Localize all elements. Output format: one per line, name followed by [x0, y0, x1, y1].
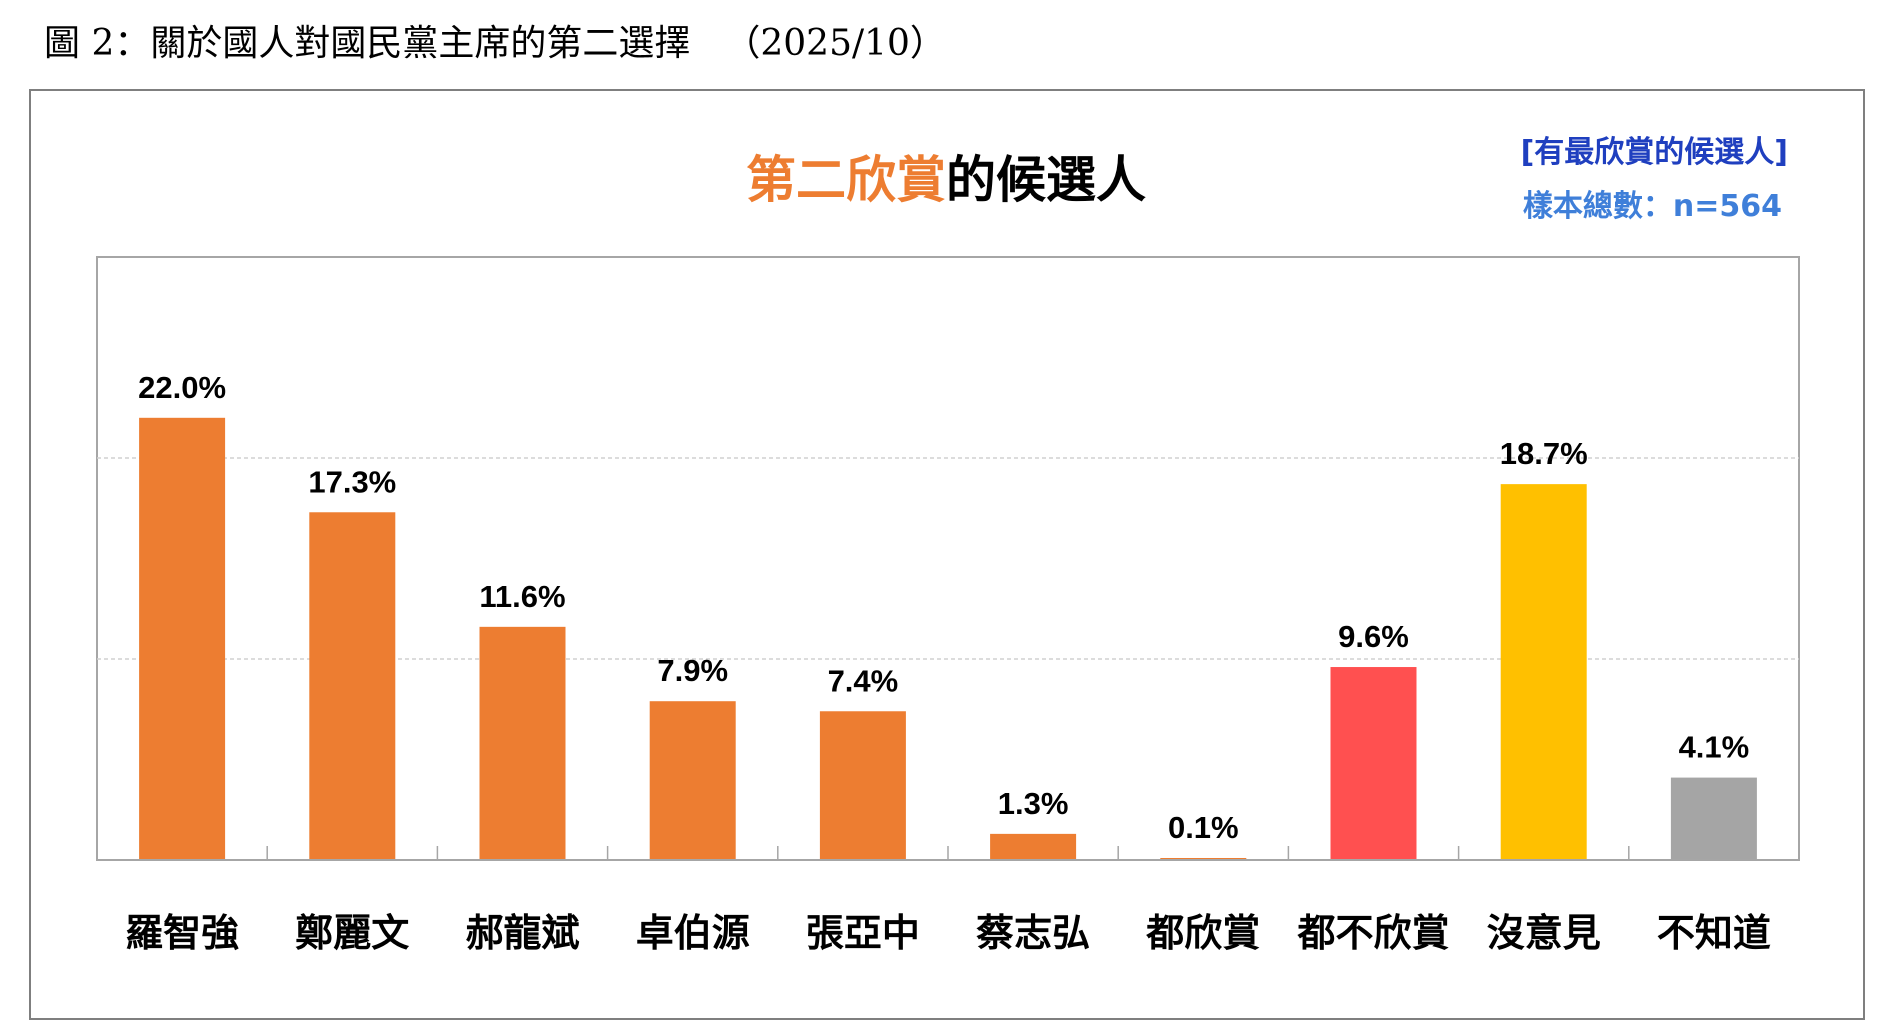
bar-7	[1330, 667, 1417, 860]
sample-size-note: 樣本總數：n=564	[1522, 189, 1782, 224]
category-label-5: 蔡志弘	[976, 911, 1090, 955]
category-label-0: 羅智強	[125, 911, 239, 955]
value-label-0: 22.0%	[138, 370, 226, 405]
bar-4	[819, 711, 906, 860]
value-label-7: 9.6%	[1338, 619, 1409, 654]
figure-caption: 圖 2：關於國人對國民黨主席的第二選擇 （2025/10）	[44, 14, 946, 66]
bar-5	[990, 833, 1077, 860]
value-labels: 22.0% 17.3% 11.6% 7.9% 7.4% 1.3% 0.1% 9.6% 18.7%…	[138, 370, 1749, 845]
category-label-7: 都不欣賞	[1296, 911, 1449, 955]
bar-0	[139, 417, 226, 860]
category-label-4: 張亞中	[806, 911, 920, 955]
value-label-6: 0.1%	[1168, 810, 1239, 845]
category-label-6: 都欣賞	[1145, 911, 1260, 955]
bar-3	[649, 701, 736, 860]
category-label-9: 不知道	[1657, 911, 1771, 955]
value-label-4: 7.4%	[828, 663, 899, 698]
bars	[139, 417, 1757, 860]
chart-title: 第二欣賞的候選人	[0, 140, 1892, 212]
value-label-2: 11.6%	[479, 579, 565, 614]
subset-note: [有最欣賞的候選人]	[1520, 135, 1788, 170]
caption-text: 圖 2：關於國人對國民黨主席的第二選擇	[44, 23, 691, 64]
category-label-1: 鄭麗文	[295, 911, 409, 955]
value-label-1: 17.3%	[308, 464, 396, 499]
chart-title-highlight: 第二欣賞	[746, 151, 946, 209]
category-label-3: 卓伯源	[636, 911, 750, 955]
value-label-3: 7.9%	[657, 653, 728, 688]
chart-title-rest: 的候選人	[946, 151, 1146, 209]
caption-date: （2025/10）	[724, 23, 946, 64]
category-labels: 羅智強 鄭麗文 郝龍斌 卓伯源 張亞中 蔡志弘 都欣賞 都不欣賞 沒意見 不知道	[125, 911, 1771, 955]
value-label-9: 4.1%	[1679, 730, 1750, 765]
value-label-8: 18.7%	[1500, 436, 1588, 471]
bar-9	[1670, 777, 1757, 860]
bar-1	[309, 512, 396, 860]
category-label-8: 沒意見	[1487, 911, 1601, 955]
bar-2	[479, 626, 566, 860]
value-label-5: 1.3%	[998, 786, 1069, 821]
bar-8	[1500, 484, 1587, 860]
bar-6	[1160, 857, 1247, 860]
category-ticks	[266, 846, 1630, 860]
category-label-2: 郝龍斌	[465, 911, 579, 955]
